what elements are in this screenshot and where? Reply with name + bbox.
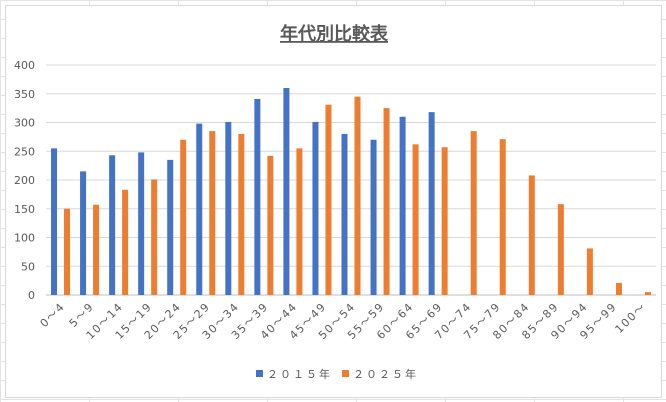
y-tick-label: 100 <box>14 232 35 245</box>
bar-2015[interactable] <box>80 171 87 295</box>
bar-2025[interactable] <box>354 96 361 295</box>
bar-2015[interactable] <box>167 159 174 295</box>
bar-2015[interactable] <box>283 88 290 295</box>
bar-2015[interactable] <box>51 148 58 295</box>
x-tick-label: 100～ <box>613 300 649 336</box>
bar-2025[interactable] <box>383 108 390 295</box>
bar-2025[interactable] <box>441 147 448 295</box>
bar-2025[interactable] <box>180 139 187 295</box>
bar-2025[interactable] <box>586 248 593 295</box>
y-tick-label: 200 <box>14 174 35 187</box>
bar-2015[interactable] <box>399 116 406 295</box>
bar-2025[interactable] <box>615 282 622 295</box>
bar-2025[interactable] <box>238 134 245 295</box>
y-tick-label: 350 <box>14 88 35 101</box>
y-tick-label: 0 <box>28 289 35 302</box>
bar-2025[interactable] <box>499 139 506 295</box>
bar-2015[interactable] <box>196 123 203 296</box>
legend: ２０１５年 ２０２５年 <box>256 367 418 381</box>
bar-2025[interactable] <box>122 189 129 295</box>
bar-2025[interactable] <box>470 131 477 295</box>
bar-2015[interactable] <box>254 98 261 295</box>
bar-2025[interactable] <box>64 208 71 295</box>
bar-2025[interactable] <box>267 155 274 295</box>
bar-2015[interactable] <box>312 121 319 295</box>
gridlines <box>46 64 656 296</box>
bar-2015[interactable] <box>138 152 145 295</box>
bar-2025[interactable] <box>151 179 158 295</box>
bar-2015[interactable] <box>109 155 116 295</box>
y-tick-label: 400 <box>14 59 35 72</box>
bar-2025[interactable] <box>644 292 651 295</box>
bar-2025[interactable] <box>93 204 100 295</box>
bar-2025[interactable] <box>412 144 419 295</box>
legend-label: ２０２５年 <box>353 367 418 381</box>
legend-swatch <box>256 370 263 377</box>
bar-2015[interactable] <box>428 112 435 296</box>
y-tick-label: 250 <box>14 145 35 158</box>
bar-2025[interactable] <box>296 148 303 295</box>
legend-label: ２０１５年 <box>267 367 332 381</box>
x-tick-label: 0～4 <box>38 300 68 330</box>
bar-2015[interactable] <box>225 121 232 295</box>
bar-2025[interactable] <box>528 175 535 295</box>
chart-svg: 年代別比較表 0 50 100 150 200 250 300 350 400 0～45～910… <box>14 23 656 381</box>
y-tick-label: 300 <box>14 117 35 130</box>
bar-2015[interactable] <box>370 139 377 295</box>
y-tick-label: 50 <box>21 260 35 273</box>
x-axis-ticks: 0～45～910～1415～1920～2425～2930～3435～3940～4… <box>38 300 649 342</box>
y-tick-label: 150 <box>14 203 35 216</box>
bars <box>51 88 651 296</box>
bar-2025[interactable] <box>325 104 332 295</box>
legend-swatch <box>342 370 349 377</box>
bar-2025[interactable] <box>209 131 216 295</box>
chart-title: 年代別比較表 <box>280 23 389 45</box>
chart-area[interactable]: 年代別比較表 0 50 100 150 200 250 300 350 400 0～4 5～9 10… <box>5 5 662 398</box>
bar-2025[interactable] <box>557 204 564 295</box>
bar-2015[interactable] <box>341 134 348 295</box>
y-axis-ticks: 0 50 100 150 200 250 300 350 400 <box>14 59 35 302</box>
